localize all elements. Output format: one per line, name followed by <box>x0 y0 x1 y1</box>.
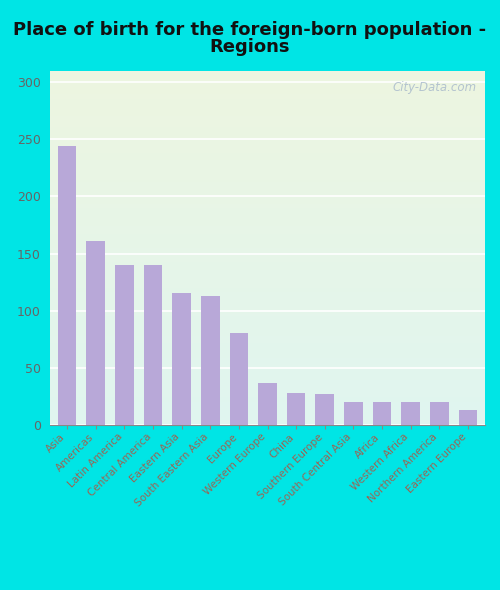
Bar <box>430 402 448 425</box>
Bar <box>402 402 420 425</box>
Bar <box>287 393 306 425</box>
Bar <box>115 265 134 425</box>
Bar <box>172 293 191 425</box>
Bar <box>86 241 105 425</box>
Bar <box>230 333 248 425</box>
Bar <box>372 402 392 425</box>
Bar <box>458 410 477 425</box>
Text: Place of birth for the foreign-born population -: Place of birth for the foreign-born popu… <box>14 21 486 39</box>
Bar <box>58 146 76 425</box>
Text: City-Data.com: City-Data.com <box>392 81 476 94</box>
Bar <box>344 402 362 425</box>
Text: Regions: Regions <box>210 38 290 57</box>
Bar <box>201 296 220 425</box>
Bar <box>144 265 163 425</box>
Bar <box>316 394 334 425</box>
Bar <box>258 382 277 425</box>
